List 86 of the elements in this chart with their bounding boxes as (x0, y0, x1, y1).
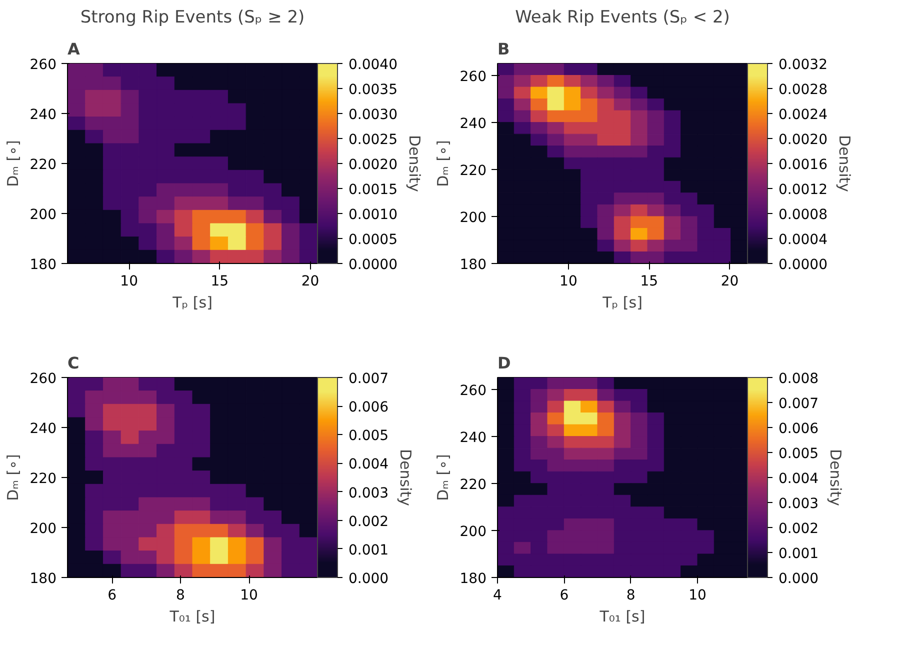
color-bar-label: 0.007 (348, 371, 389, 387)
x-tick-label: 15 (640, 274, 658, 290)
color-bar-label: 0.0030 (348, 107, 398, 123)
color-bar-label: 0.002 (348, 514, 389, 530)
chart-title: Weak Rip Events (Sₚ < 2) (515, 8, 730, 28)
y-tick-label: 200 (30, 521, 57, 537)
x-axis-title: T₀₁ [s] (168, 608, 216, 626)
x-axis-title: T₀₁ [s] (598, 608, 646, 626)
color-bar-label: 0.004 (348, 456, 389, 473)
x-tick-label: 8 (176, 588, 185, 604)
color-bar-label: 0.006 (778, 421, 819, 437)
y-tick-label: 260 (460, 68, 487, 85)
color-bar-label: 0.001 (778, 546, 819, 562)
y-tick-label: 180 (30, 571, 57, 587)
color-bar-label: 0.006 (348, 400, 389, 416)
color-bar-label: 0.005 (778, 446, 819, 462)
x-tick-label: 20 (301, 274, 320, 290)
x-tick-label: 6 (108, 588, 117, 604)
color-bar-label: 0.005 (348, 428, 389, 444)
color-bar-label: 0.0024 (778, 107, 828, 123)
x-tick-label: 8 (626, 588, 636, 604)
color-bar-label: 0.0032 (778, 57, 828, 73)
color-bar-label: 0.0010 (348, 207, 398, 223)
x-tick-label: 10 (688, 588, 706, 604)
y-tick-label: 220 (30, 157, 57, 173)
y-axis-title: Dₘ [∘] (4, 454, 22, 501)
y-tick-label: 260 (30, 371, 57, 387)
y-tick-label: 240 (460, 430, 487, 446)
y-tick-label: 200 (460, 210, 487, 226)
color-bar-label: 0.000 (348, 571, 389, 587)
y-tick-label: 200 (30, 207, 57, 223)
color-bar-title: Density (406, 134, 424, 192)
x-tick-label: 10 (560, 274, 578, 290)
color-bar-label: 0.0040 (348, 57, 398, 73)
chart-subtitle: A (68, 40, 80, 58)
y-tick-label: 180 (460, 571, 487, 587)
x-tick-label: 20 (720, 274, 739, 290)
y-axis-title: Dₘ [∘] (434, 454, 452, 501)
color-bar-label: 0.0004 (778, 232, 828, 248)
color-bar-label: 0.0020 (348, 157, 398, 173)
color-bar-label: 0.0015 (348, 182, 398, 198)
color-bar-label: 0.003 (348, 485, 389, 502)
y-axis-title: Dₘ [∘] (4, 140, 22, 187)
y-tick-label: 240 (30, 107, 57, 123)
y-tick-label: 240 (460, 116, 487, 132)
color-bar-label: 0.0035 (348, 82, 398, 98)
y-tick-label: 200 (460, 524, 487, 540)
x-axis-title: Tₚ [s] (172, 294, 212, 312)
color-bar-title: Density (396, 448, 414, 506)
y-tick-label: 260 (30, 57, 57, 73)
color-bar-label: 0.000 (778, 571, 819, 587)
chart-title: Strong Rip Events (Sₚ ≥ 2) (80, 8, 305, 28)
y-tick-label: 220 (460, 476, 487, 493)
color-bar-label: 0.008 (778, 371, 819, 387)
x-tick-label: 6 (560, 588, 569, 604)
y-tick-label: 220 (30, 471, 57, 487)
x-tick-label: 10 (120, 274, 138, 290)
color-bar-label: 0.0028 (778, 82, 828, 98)
chart-subtitle: D (498, 354, 511, 372)
color-bar-label: 0.0012 (778, 182, 828, 198)
color-bar-label: 0.0020 (778, 132, 828, 148)
color-bar-label: 0.0000 (778, 257, 828, 273)
y-tick-label: 180 (460, 257, 487, 273)
color-bar-label: 0.003 (778, 496, 819, 512)
y-tick-label: 220 (460, 162, 487, 179)
x-tick-label: 10 (240, 588, 258, 604)
chart-subtitle: B (498, 40, 510, 58)
color-bar-label: 0.007 (778, 396, 819, 412)
chart-subtitle: C (68, 354, 80, 372)
color-bar-title: Density (836, 134, 854, 192)
y-tick-label: 240 (30, 421, 57, 437)
color-bar-label: 0.001 (348, 542, 389, 558)
x-axis-title: Tₚ [s] (602, 294, 642, 312)
color-bar-label: 0.0008 (778, 207, 828, 223)
color-bar-label: 0.0016 (778, 157, 828, 173)
color-bar-label: 0.004 (778, 471, 819, 487)
color-bar-title: Density (826, 448, 844, 506)
y-axis-title: Dₘ [∘] (434, 140, 452, 187)
y-tick-label: 260 (460, 382, 487, 399)
color-bar-label: 0.002 (778, 521, 819, 537)
y-tick-label: 180 (30, 257, 57, 273)
x-tick-label: 4 (493, 588, 502, 604)
color-bar-label: 0.0000 (348, 257, 398, 273)
color-bar-label: 0.0025 (348, 132, 398, 148)
color-bar-label: 0.0005 (348, 232, 398, 248)
x-tick-label: 15 (210, 274, 229, 290)
